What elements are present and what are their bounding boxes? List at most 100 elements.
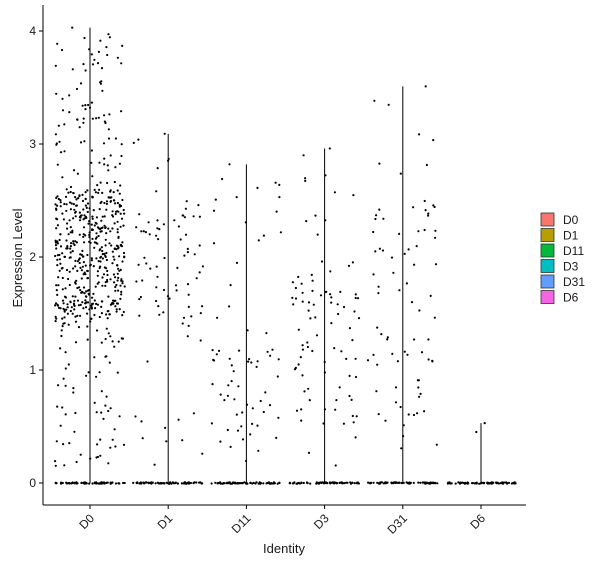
data-point [105,202,108,205]
zero-point [221,482,224,485]
data-point [275,436,278,439]
legend-label: D11 [563,244,584,258]
data-point [90,149,93,152]
zero-point [349,481,352,484]
data-point [483,422,486,425]
data-point [157,305,160,308]
data-point [177,418,180,421]
data-point [99,39,102,42]
zero-point [450,482,453,485]
data-point [256,424,259,427]
data-point [62,302,65,305]
zero-point [482,482,485,485]
data-point [165,440,168,443]
data-point [106,53,109,57]
data-point [114,289,117,292]
data-point [308,399,311,402]
zero-point [302,481,305,485]
x-axis-title: Identity [263,541,305,556]
data-point [256,186,259,189]
data-point [226,394,229,397]
data-point [193,253,196,256]
zero-point [495,481,498,484]
data-point [114,212,117,216]
zero-point [123,481,126,485]
data-point [55,143,58,146]
data-point [77,258,81,261]
data-point [82,117,85,120]
data-point [105,251,108,255]
data-point [58,258,62,261]
data-point [88,220,91,223]
data-point [183,216,186,219]
data-point [330,301,333,304]
x-tick-label: D1 [155,511,176,532]
x-tick-label: D3 [311,511,332,532]
y-tick-label: 1 [29,363,36,377]
data-point [108,242,111,245]
data-point [95,302,98,305]
data-point [135,280,138,283]
data-point [83,140,86,143]
data-point [88,207,91,210]
data-point [307,301,311,304]
data-point [345,357,348,360]
data-point [215,353,218,356]
data-point [83,214,86,217]
data-point [229,284,232,287]
data-point [103,114,106,117]
zero-point [501,482,505,485]
data-point [56,163,59,166]
data-point [156,167,159,170]
zero-point [228,481,231,484]
data-point [81,193,84,196]
data-point [155,299,158,303]
data-point [61,325,64,328]
data-point [106,273,109,277]
data-point [162,311,165,314]
data-point [65,239,68,242]
data-point [84,215,87,218]
zero-point [353,482,356,485]
zero-point [171,481,174,484]
data-point [324,174,327,177]
data-point [406,353,409,356]
data-point [100,246,103,249]
data-point [106,278,109,282]
data-point [59,424,62,427]
zero-point [122,481,125,485]
data-point [111,210,114,213]
data-point [391,352,394,355]
data-point [109,278,112,281]
data-point [314,214,317,217]
data-point [97,50,100,54]
x-tick-label: D6 [467,511,488,532]
data-point [82,286,86,289]
data-point [311,289,314,292]
data-point [201,305,204,308]
data-point [301,300,304,303]
data-point [68,442,71,445]
data-point [109,154,112,157]
data-point [78,216,81,219]
data-point [67,191,70,194]
data-point [112,191,115,194]
data-point [162,288,166,292]
data-point [99,265,102,268]
data-point [311,279,314,282]
data-point [432,204,435,207]
data-point [141,437,144,440]
data-point [155,190,158,193]
zero-point [376,481,379,484]
data-point [105,46,108,49]
zero-point [101,481,104,484]
data-point [100,300,103,303]
data-point [86,210,89,214]
data-point [55,284,58,287]
data-point [91,296,94,299]
data-point [338,386,341,389]
data-point [120,279,123,282]
data-point [99,260,102,263]
zero-point [382,482,385,485]
